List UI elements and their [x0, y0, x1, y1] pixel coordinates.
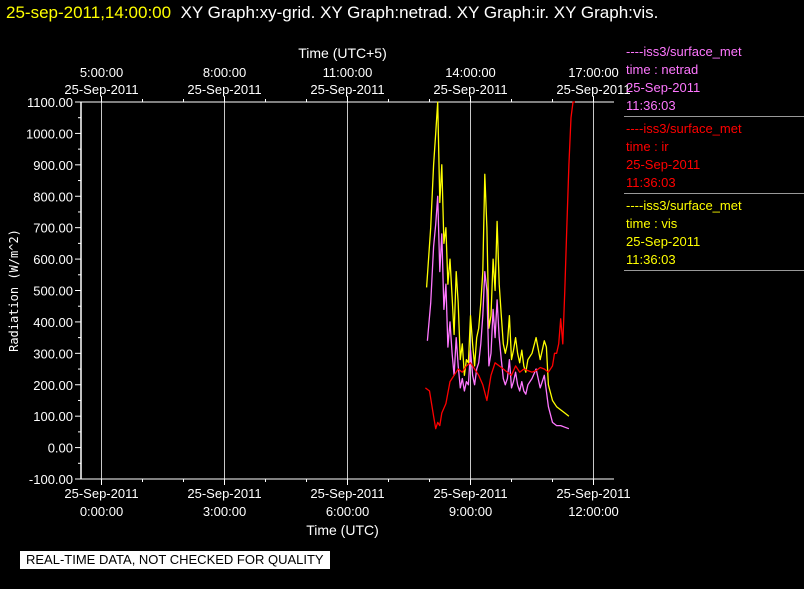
x2-tick-label-date-3: 25-Sep-2011 [433, 82, 507, 97]
legend-ir-var: time : ir [626, 139, 669, 154]
legend-vis-var: time : vis [626, 216, 678, 231]
x-tick-label-time-4: 12:00:00 [568, 504, 619, 519]
legend-ir-time: 11:36:03 [626, 175, 676, 190]
y-tick-label-0: -100.00 [29, 472, 73, 487]
y-tick-label-4: 300.00 [33, 346, 73, 361]
x-tick-label-time-1: 3:00:00 [203, 504, 246, 519]
x2-tick-label-time-2: 11:00:00 [323, 65, 373, 80]
y-tick-label-11: 1000.00 [26, 126, 73, 141]
x-tick-label-date-0: 25-Sep-2011 [64, 486, 138, 501]
legend-entry-netrad: ----iss3/surface_met time : netrad 25-Se… [624, 40, 804, 117]
y-tick-label-6: 500.00 [33, 284, 73, 299]
series-line-vis [425, 101, 570, 417]
y-tick-label-12: 1100.00 [27, 95, 73, 110]
legend: ----iss3/surface_met time : netrad 25-Se… [624, 40, 804, 271]
x-tick-label-time-2: 6:00:00 [326, 504, 369, 519]
x-tick-label-date-1: 25-Sep-2011 [187, 486, 261, 501]
x2-tick-label-date-2: 25-Sep-2011 [310, 82, 384, 97]
x2-tick-label-time-3: 14:00:00 [445, 65, 496, 80]
y-tick-label-10: 900.00 [33, 158, 73, 173]
legend-vis-time: 11:36:03 [626, 252, 676, 267]
x-tick-label-date-3: 25-Sep-2011 [433, 486, 507, 501]
x-tick-label-date-2: 25-Sep-2011 [310, 486, 384, 501]
header-timestamp: 25-sep-2011,14:00:00 [6, 3, 172, 22]
legend-netrad-time: 11:36:03 [626, 98, 676, 113]
x2-tick-label-time-4: 17:00:00 [568, 65, 619, 80]
x-axis-title: Time (UTC) [306, 522, 379, 538]
series-line-netrad [426, 195, 570, 430]
x-tick-label-time-0: 0:00:00 [80, 504, 123, 519]
y-tick-label-1: 0.00 [48, 441, 73, 456]
legend-ir-date: 25-Sep-2011 [626, 157, 701, 172]
y-tick-label-2: 100.00 [33, 409, 73, 424]
x-tick-label-time-3: 9:00:00 [449, 504, 492, 519]
y-tick-label-3: 200.00 [33, 378, 73, 393]
series-line-ir [425, 101, 575, 430]
header: 25-sep-2011,14:00:00 XY Graph:xy-grid. X… [6, 3, 658, 23]
legend-netrad-source: ----iss3/surface_met [626, 44, 742, 59]
quality-notice: REAL-TIME DATA, NOT CHECKED FOR QUALITY [20, 551, 330, 569]
legend-netrad-date: 25-Sep-2011 [626, 80, 701, 95]
legend-ir-source: ----iss3/surface_met [626, 121, 742, 136]
y-axis-title: Radiation (W/m^2) [7, 229, 21, 352]
y-tick-label-8: 700.00 [33, 221, 73, 236]
y-tick-label-9: 800.00 [33, 189, 73, 204]
y-tick-label-5: 400.00 [33, 315, 73, 330]
x-tick-label-date-4: 25-Sep-2011 [556, 486, 630, 501]
legend-vis-date: 25-Sep-2011 [626, 234, 701, 249]
legend-entry-vis: ----iss3/surface_met time : vis 25-Sep-2… [624, 194, 804, 271]
y-tick-label-7: 600.00 [33, 252, 73, 267]
header-graph-titles: XY Graph:xy-grid. XY Graph:netrad. XY Gr… [180, 3, 659, 22]
x2-axis-title: Time (UTC+5) [298, 45, 387, 61]
legend-entry-ir: ----iss3/surface_met time : ir 25-Sep-20… [624, 117, 804, 194]
legend-netrad-var: time : netrad [626, 62, 699, 77]
x2-tick-label-time-1: 8:00:00 [203, 65, 246, 80]
legend-vis-source: ----iss3/surface_met [626, 198, 742, 213]
x2-tick-label-date-1: 25-Sep-2011 [187, 82, 261, 97]
x2-tick-label-date-4: 25-Sep-2011 [556, 82, 630, 97]
x2-tick-label-date-0: 25-Sep-2011 [64, 82, 138, 97]
x2-tick-label-time-0: 5:00:00 [80, 65, 123, 80]
